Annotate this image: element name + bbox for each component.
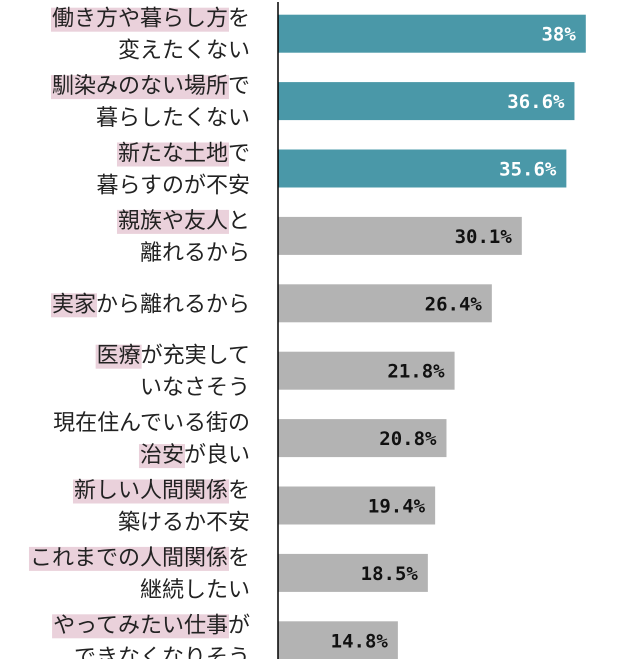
value-label-0: 38% (541, 24, 576, 46)
category-label-8-line-1: 継続したい (140, 578, 250, 603)
label-text: 離れるから (140, 241, 250, 266)
bar-9 (278, 621, 398, 659)
label-highlight-bg (28, 546, 229, 571)
label-keyword: 働き方や暮らし方 (52, 7, 228, 32)
category-label-0-line-0: 働き方や暮らし方を (52, 7, 250, 32)
label-keyword: 新しい人間関係 (74, 479, 228, 504)
label-highlight-bg (95, 344, 142, 369)
category-label-3-line-0: 親族や友人と (118, 209, 250, 234)
category-label-0-line-1: 変えたくない (118, 39, 250, 64)
label-highlight-bg (50, 293, 97, 318)
bar-4 (278, 284, 492, 323)
category-label-5-line-0: 医療が充実して (97, 344, 250, 369)
bar-8 (278, 553, 428, 592)
label-text: 継続したい (140, 578, 250, 603)
category-label-2-line-0: 新たな土地で (118, 142, 250, 167)
bar-5 (278, 351, 455, 390)
value-labels: 38% 36.6% 35.6% 30.1% 26.4% 21.8% 20.8% 19.4% 18… (331, 24, 577, 653)
label-text: 変えたくない (118, 39, 250, 64)
label-text: で (228, 142, 250, 167)
value-label-5: 21.8% (387, 361, 445, 383)
label-highlights (28, 7, 229, 639)
category-label-7-line-0: 新しい人間関係を (74, 479, 250, 504)
label-keyword: 治安 (140, 443, 184, 468)
label-text: 暮らしたくない (96, 106, 250, 131)
label-text: 築けるか不安 (118, 511, 250, 536)
bar-1 (278, 82, 575, 121)
bar-6 (278, 419, 447, 458)
category-label-4-line-0: 実家から離れるから (52, 292, 250, 317)
label-text: が良い (184, 443, 250, 468)
label-text: を (228, 479, 250, 504)
category-label-2-line-1: 暮らすのが不安 (96, 174, 250, 199)
category-label-7-line-1: 築けるか不安 (118, 511, 250, 536)
label-text: いなさそう (140, 376, 250, 401)
label-text: と (228, 209, 250, 234)
label-keyword: 新たな土地 (118, 142, 228, 167)
label-text: から離れるから (96, 292, 250, 317)
label-highlight-bg (116, 209, 229, 234)
category-label-3-line-1: 離れるから (140, 241, 250, 266)
label-highlight-bg (72, 479, 229, 504)
category-label-1-line-1: 暮らしたくない (96, 106, 250, 131)
category-label-9-line-0: やってみたい仕事が (53, 613, 250, 638)
label-text: 暮らすのが不安 (96, 174, 250, 199)
category-label-5-line-1: いなさそう (140, 376, 250, 401)
label-highlight-bg (50, 7, 229, 32)
value-label-4: 26.4% (425, 293, 483, 315)
value-label-1: 36.6% (507, 91, 565, 113)
value-label-9: 14.8% (331, 630, 389, 652)
value-label-3: 30.1% (455, 226, 513, 248)
label-keyword: 医療 (97, 344, 141, 369)
category-label-6-line-0: 現在住んでいる街の (53, 411, 250, 436)
value-label-2: 35.6% (499, 159, 557, 181)
bars (278, 14, 586, 659)
label-highlight-bg (138, 444, 185, 469)
value-label-7: 19.4% (368, 496, 426, 518)
label-text: が (228, 613, 250, 638)
category-label-1-line-0: 馴染みのない場所で (52, 74, 250, 99)
label-text: を (228, 7, 250, 32)
label-text: できなくなりそう (74, 645, 250, 659)
label-keyword: 実家 (52, 292, 96, 317)
bar-0 (278, 14, 586, 53)
value-label-6: 20.8% (379, 428, 437, 450)
label-keyword: やってみたい仕事 (53, 613, 228, 638)
label-keyword: 親族や友人 (118, 209, 228, 234)
label-highlight-bg (50, 75, 229, 100)
category-labels: 働き方や暮らし方を変えたくない馴染みのない場所で暮らしたくない新たな土地で暮らす… (30, 7, 250, 659)
label-text: で (228, 74, 250, 99)
label-text: が充実して (141, 344, 250, 369)
value-label-8: 18.5% (361, 563, 419, 585)
label-keyword: これまでの人間関係 (30, 546, 228, 571)
label-highlight-bg (52, 614, 229, 639)
category-label-6-line-1: 治安が良い (140, 443, 250, 468)
label-text: を (228, 546, 250, 571)
bar-7 (278, 486, 436, 525)
label-text: 現在住んでいる街の (53, 411, 250, 436)
category-label-9-line-1: できなくなりそう (74, 645, 250, 659)
label-keyword: 馴染みのない場所 (52, 74, 228, 99)
category-label-8-line-0: これまでの人間関係を (30, 546, 250, 571)
bar-3 (278, 216, 522, 255)
bar-2 (278, 149, 567, 188)
label-highlight-bg (116, 142, 229, 167)
